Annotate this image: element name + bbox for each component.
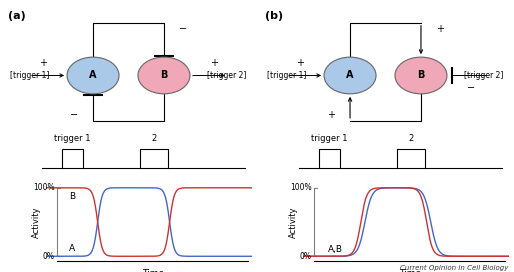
Text: A: A [89,70,97,81]
Text: 100%: 100% [290,183,311,192]
Text: B: B [417,70,425,81]
Text: (b): (b) [265,11,283,21]
Text: 2: 2 [151,134,156,143]
Text: +: + [436,24,444,34]
Ellipse shape [324,57,376,94]
Text: trigger 1: trigger 1 [311,134,348,143]
Ellipse shape [395,57,447,94]
Text: Current Opinion in Cell Biology: Current Opinion in Cell Biology [400,265,509,271]
Text: −: − [467,83,475,93]
Text: (a): (a) [8,11,26,21]
Text: −: − [70,110,78,120]
Text: Activity: Activity [31,206,41,238]
Text: [trigger 2]: [trigger 2] [464,71,504,80]
Text: [trigger 2]: [trigger 2] [207,71,247,80]
Ellipse shape [138,57,190,94]
Text: 100%: 100% [33,183,54,192]
Text: A: A [69,243,75,253]
Text: −: − [179,24,187,34]
Text: 0%: 0% [43,252,54,261]
Text: trigger 1: trigger 1 [54,134,91,143]
Text: 0%: 0% [300,252,311,261]
Text: Time: Time [142,269,164,272]
Text: B: B [69,191,75,200]
Text: A,B: A,B [328,245,343,254]
Text: +: + [40,58,47,68]
Text: 2: 2 [408,134,413,143]
Text: B: B [160,70,168,81]
Text: +: + [327,110,335,120]
Text: +: + [210,58,217,68]
Text: +: + [297,58,304,68]
Text: Time: Time [399,269,421,272]
Text: A: A [346,70,354,81]
Text: [trigger 1]: [trigger 1] [10,71,50,80]
Ellipse shape [67,57,119,94]
Text: [trigger 1]: [trigger 1] [267,71,307,80]
Text: Activity: Activity [288,206,298,238]
